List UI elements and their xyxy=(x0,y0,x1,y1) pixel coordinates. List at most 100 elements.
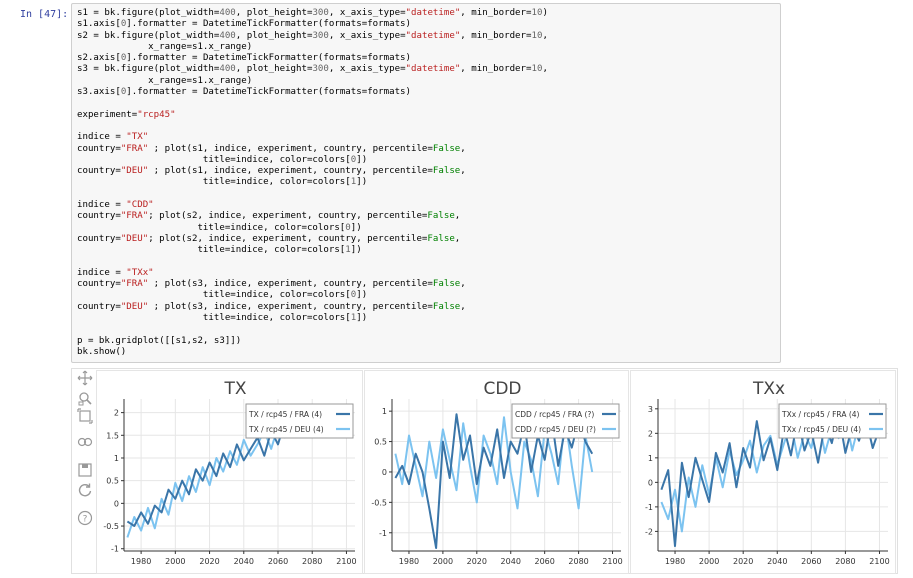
x-tick-label: 2040 xyxy=(501,557,521,566)
y-tick-label: 0 xyxy=(648,478,653,487)
y-tick-label: 2 xyxy=(648,429,653,438)
code-line: country="FRA" ; plot(s1, indice, experim… xyxy=(77,143,466,154)
y-tick-label: 0.5 xyxy=(374,438,387,447)
x-tick-label: 2040 xyxy=(767,557,787,566)
code-line: title=indice, color=colors[1]) xyxy=(77,177,368,188)
series-line xyxy=(660,412,881,548)
code-line: country="DEU"; plot(s2, indice, experime… xyxy=(77,233,461,244)
x-tick-label: 1980 xyxy=(399,557,419,566)
x-tick-label: 2020 xyxy=(733,557,753,566)
chart-panel-tx: TX -1 -0.5 0 0.5 1 1.5 2 1980 2000 2020 2040 2060 208… xyxy=(96,370,363,574)
legend-box xyxy=(511,403,620,439)
x-tick-label: 2060 xyxy=(268,557,288,566)
code-line: title=indice, color=colors[0]) xyxy=(77,222,362,233)
code-line: title=indice, color=colors[0]) xyxy=(77,290,368,301)
y-tick-label: 3 xyxy=(648,405,653,414)
x-tick-label: 2000 xyxy=(699,557,719,566)
chart-panel-cdd: CDD -1 -0.5 0 0.5 1 1980 2000 2020 2040 2060 2080 21… xyxy=(364,370,629,574)
code-line: title=indice, color=colors[1]) xyxy=(77,313,368,324)
code-cell[interactable]: s1 = bk.figure(plot_width=400, plot_heig… xyxy=(71,3,781,363)
x-tick-label: 2100 xyxy=(869,557,889,566)
code-line xyxy=(77,189,775,200)
y-tick-label: 1 xyxy=(382,407,387,416)
x-tick-label: 2080 xyxy=(302,557,322,566)
x-tick-label: 2080 xyxy=(835,557,855,566)
code-line: title=indice, color=colors[1]) xyxy=(77,245,362,256)
code-line: title=indice, color=colors[0]) xyxy=(77,154,368,165)
code-line: country="DEU" ; plot(s1, indice, experim… xyxy=(77,166,466,177)
code-line: s3 = bk.figure(plot_width=400, plot_heig… xyxy=(77,64,548,75)
code-line: s2 = bk.figure(plot_width=400, plot_heig… xyxy=(77,30,548,41)
code-line: s2.axis[0].formatter = DatetimeTickForma… xyxy=(77,53,411,64)
x-tick-label: 2040 xyxy=(234,557,254,566)
box-zoom-icon[interactable] xyxy=(77,408,93,424)
y-tick-label: -0.5 xyxy=(371,498,387,507)
x-tick-label: 2000 xyxy=(165,557,185,566)
wheel-zoom-icon[interactable] xyxy=(77,390,93,406)
code-line xyxy=(77,121,775,132)
plots-svg[interactable]: TX -1 -0.5 0 0.5 1 1.5 2 1980 2000 2020 2040 2060 208… xyxy=(96,370,896,574)
reset-icon[interactable] xyxy=(77,482,93,498)
x-tick-label: 2100 xyxy=(602,557,622,566)
x-tick-label: 2100 xyxy=(336,557,356,566)
x-tick-label: 2060 xyxy=(801,557,821,566)
y-tick-label: 0 xyxy=(382,468,387,477)
legend-label: TX / rcp45 / DEU (4) xyxy=(248,425,324,434)
code-line: country="DEU" ; plot(s3, indice, experim… xyxy=(77,301,466,312)
legend-label: TX / rcp45 / FRA (4) xyxy=(248,410,322,419)
code-line: experiment="rcp45" xyxy=(77,109,176,120)
x-tick-label: 2020 xyxy=(467,557,487,566)
chart-frame xyxy=(96,370,363,574)
series-line xyxy=(394,413,594,549)
code-line xyxy=(77,257,775,268)
code-line: s1 = bk.figure(plot_width=400, plot_heig… xyxy=(77,8,548,18)
x-tick-label: 1980 xyxy=(131,557,151,566)
y-tick-label: 1.5 xyxy=(106,431,119,440)
x-tick-label: 1980 xyxy=(665,557,685,566)
code-line xyxy=(77,324,775,335)
cell-prompt: In [47]: xyxy=(20,9,69,20)
code-line: country="FRA" ; plot(s3, indice, experim… xyxy=(77,279,466,290)
code-line: s3.axis[0].formatter = DatetimeTickForma… xyxy=(77,87,411,98)
chart-title: TX xyxy=(223,379,246,399)
legend-box xyxy=(778,403,887,439)
plots-grid: TX -1 -0.5 0 0.5 1 1.5 2 1980 2000 2020 2040 2060 208… xyxy=(96,370,896,574)
code-line: indice = "TX" xyxy=(77,132,149,143)
code-line: indice = "CDD" xyxy=(77,200,154,211)
y-tick-label: -0.5 xyxy=(103,522,119,531)
legend-label: CDD / rcp45 / FRA (?) xyxy=(515,410,594,419)
save-icon[interactable] xyxy=(77,462,93,478)
y-tick-label: 0 xyxy=(114,499,119,508)
x-tick-label: 2080 xyxy=(568,557,588,566)
code-line: country="FRA"; plot(s2, indice, experime… xyxy=(77,211,461,222)
y-tick-label: -1 xyxy=(645,503,653,512)
chart-panel-txx: TXx -2 -1 0 1 2 3 1980 2000 2020 2040 2060 2080 2100 T… xyxy=(630,370,896,574)
y-tick-label: 0.5 xyxy=(106,477,119,486)
chart-title: TXx xyxy=(752,379,785,399)
help-icon[interactable]: ? xyxy=(77,510,93,526)
series-line xyxy=(394,416,594,510)
legend-label: CDD / rcp45 / DEU (?) xyxy=(515,425,596,434)
pan-icon[interactable] xyxy=(77,370,93,386)
plot-toolbar: ? xyxy=(73,370,97,540)
chart-title: CDD xyxy=(483,379,521,399)
y-tick-label: -1 xyxy=(379,529,387,538)
y-tick-label: 1 xyxy=(648,454,653,463)
code-line xyxy=(77,98,775,109)
code-line: x_range=s1.x_range) xyxy=(77,75,253,86)
legend-box xyxy=(245,403,354,439)
chart-frame xyxy=(630,370,896,574)
code-line: x_range=s1.x_range) xyxy=(77,41,253,52)
svg-text:?: ? xyxy=(83,515,88,525)
resize-icon[interactable] xyxy=(77,434,93,450)
y-tick-label: 1 xyxy=(114,454,119,463)
x-tick-label: 2060 xyxy=(534,557,554,566)
legend-label: TXx / rcp45 / FRA (4) xyxy=(781,410,860,419)
code-line: indice = "TXx" xyxy=(77,267,154,278)
code-line: p = bk.gridplot([[s1,s2, s3]]) xyxy=(77,335,242,346)
legend-label: TXx / rcp45 / DEU (4) xyxy=(781,425,861,434)
y-tick-label: -2 xyxy=(645,527,653,536)
code-line: bk.show() xyxy=(77,346,127,357)
code-line: s1.axis[0].formatter = DatetimeTickForma… xyxy=(77,19,411,30)
y-tick-label: 2 xyxy=(114,409,119,418)
